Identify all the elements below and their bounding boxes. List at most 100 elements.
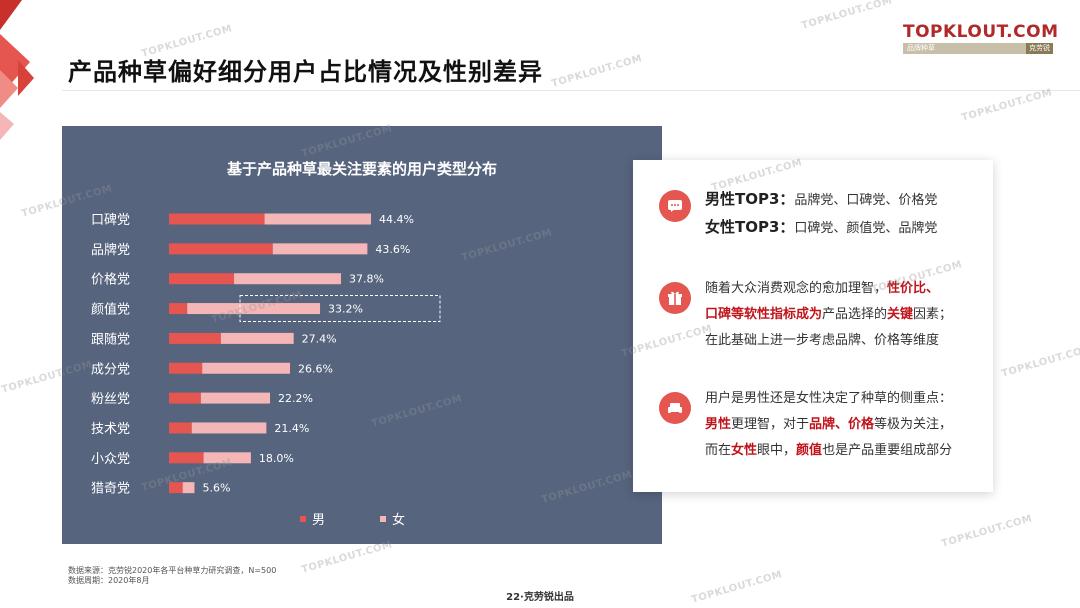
insight-text: 男性TOP3：品牌党、口碑党、价格党 女性TOP3：口碑党、颜值党、品牌党 <box>705 186 979 242</box>
insight-line: 在此基础上进一步考虑品牌、价格等维度 <box>705 328 979 354</box>
total-value-label: 18.0% <box>259 452 294 465</box>
bar-female <box>234 273 341 285</box>
source-line-2: 数据周期：2020年8月 <box>68 576 150 585</box>
bar-female <box>200 392 271 404</box>
insights-card: 男性TOP3：品牌党、口碑党、价格党 女性TOP3：口碑党、颜值党、品牌党 随着大众… <box>633 160 993 492</box>
insight-segment: 而在 <box>705 443 732 458</box>
legend-label-male: 男 <box>312 513 325 528</box>
insight-segment: 性价比、 <box>887 281 940 296</box>
total-value-label: 27.4% <box>302 332 337 345</box>
source-line-1: 数据来源：克劳锐2020年各平台种草力研究调查，N=500 <box>68 566 277 575</box>
bar-male <box>169 392 201 404</box>
watermark: TOPKLOUT.COM <box>300 539 394 576</box>
category-label: 品牌党 <box>91 242 130 258</box>
data-source-note: 数据来源：克劳锐2020年各平台种草力研究调查，N=500 数据周期：2020年… <box>68 566 276 586</box>
bar-female <box>202 362 291 374</box>
category-label: 跟随党 <box>91 332 130 347</box>
watermark: TOPKLOUT.COM <box>800 0 894 32</box>
bar-male <box>169 362 203 374</box>
category-label: 小众党 <box>91 452 130 467</box>
total-value-label: 33.2% <box>328 303 363 316</box>
insight-line: 随着大众消费观念的愈加理智，性价比、 <box>705 276 979 302</box>
legend-swatch-male <box>300 516 306 522</box>
insight-line: 口碑等软性指标成为产品选择的关键因素； <box>705 302 979 328</box>
bar-female <box>220 332 294 344</box>
insight-text: 用户是男性还是女性决定了种草的侧重点： 男性更理智，对于品牌、价格等极为关注， 而在… <box>705 386 979 464</box>
chart-panel: 基于产品种草最关注要素的用户类型分布口碑党 44.4% 品牌党 43.6% 价格党 37.… <box>62 126 662 544</box>
legend-label-female: 女 <box>392 512 405 528</box>
insight-segment: 颜值 <box>796 443 823 458</box>
logo-text: TOPKLOUT.COM <box>903 22 1059 42</box>
brand-logo: TOPKLOUT.COM 品牌种草 克劳锐 <box>903 22 1059 54</box>
logo-sub-left: 品牌种草 <box>907 44 935 52</box>
total-value-label: 43.6% <box>375 243 410 256</box>
chat-bubble-icon <box>659 190 691 222</box>
bar-female <box>182 482 195 494</box>
watermark: TOPKLOUT.COM <box>960 87 1054 124</box>
chart-title: 基于产品种草最关注要素的用户类型分布 <box>226 160 497 178</box>
bar-female <box>203 452 251 464</box>
insight-segment: 品牌、价格 <box>809 417 875 432</box>
insight-segment: 产品选择的 <box>822 307 888 322</box>
insight-segment: 也是产品重要组成部分 <box>822 443 953 458</box>
logo-subtitle-bar: 品牌种草 克劳锐 <box>903 43 1053 54</box>
bar-male <box>169 422 192 434</box>
insight-segment: 眼中， <box>757 443 797 458</box>
insight-segment: 品牌党、口碑党、价格党 <box>794 193 938 208</box>
bar-female <box>272 243 368 255</box>
page-footer: 22·克劳锐出品 <box>506 592 574 603</box>
category-label: 口碑党 <box>91 212 130 228</box>
insight-segment: 女性TOP3： <box>705 218 795 236</box>
insight-segment: 在此基础上进一步考虑品牌、价格等维度 <box>705 333 940 348</box>
insight-segment: 用户是男性还是女性决定了种草的侧重点： <box>705 391 953 406</box>
category-label: 粉丝党 <box>91 392 130 407</box>
total-value-label: 22.2% <box>278 392 313 405</box>
insight-text: 随着大众消费观念的愈加理智，性价比、 口碑等软性指标成为产品选择的关键因素； 在此基… <box>705 276 979 354</box>
insight-segment: 等极为关注， <box>874 417 953 432</box>
sofa-icon <box>659 392 691 424</box>
bar-female <box>264 213 372 225</box>
bar-male <box>169 243 273 255</box>
insight-line: 男性TOP3：品牌党、口碑党、价格党 <box>705 186 979 214</box>
insight-line: 男性更理智，对于品牌、价格等极为关注， <box>705 412 979 438</box>
title-divider <box>62 90 1080 91</box>
insight-segment: 女性 <box>731 443 758 458</box>
decorative-red-shapes <box>0 0 34 140</box>
insight-segment: 男性TOP3： <box>705 190 795 208</box>
category-label: 成分党 <box>91 362 130 377</box>
watermark: TOPKLOUT.COM <box>550 53 644 90</box>
logo-sub-right: 克劳锐 <box>1026 43 1053 54</box>
gift-box-icon <box>659 282 691 314</box>
bar-male <box>169 303 188 315</box>
bar-male <box>169 482 183 494</box>
total-value-label: 44.4% <box>379 213 414 226</box>
category-label: 猎奇党 <box>91 481 130 497</box>
insight-segment: 男性 <box>705 417 732 432</box>
insight-line: 用户是男性还是女性决定了种草的侧重点： <box>705 386 979 412</box>
total-value-label: 26.6% <box>298 362 333 375</box>
watermark: TOPKLOUT.COM <box>1000 343 1080 380</box>
bar-male <box>169 213 265 225</box>
highlight-box <box>239 295 441 323</box>
insight-segment: 关键 <box>887 307 914 322</box>
watermark: TOPKLOUT.COM <box>940 513 1034 550</box>
category-label: 技术党 <box>91 422 130 437</box>
total-value-label: 5.6% <box>202 482 230 495</box>
insight-segment: 口碑党、颜值党、品牌党 <box>794 221 938 236</box>
legend-swatch-female <box>380 516 386 522</box>
bar-male <box>169 273 235 285</box>
category-label: 价格党 <box>91 272 130 288</box>
insight-segment: 更理智，对于 <box>731 417 810 432</box>
bar-female <box>191 422 267 434</box>
insight-segment: 口碑等软性指标成为 <box>705 307 823 322</box>
insight-segment: 随着大众消费观念的愈加理智， <box>705 281 888 296</box>
insight-line: 而在女性眼中，颜值也是产品重要组成部分 <box>705 438 979 464</box>
bar-male <box>169 332 221 344</box>
total-value-label: 37.8% <box>349 273 384 286</box>
category-label: 颜值党 <box>91 302 130 318</box>
insight-segment: 因素； <box>913 307 953 322</box>
insight-line: 女性TOP3：口碑党、颜值党、品牌党 <box>705 214 979 242</box>
total-value-label: 21.4% <box>274 422 309 435</box>
page-title: 产品种草偏好细分用户占比情况及性别差异 <box>68 58 543 86</box>
